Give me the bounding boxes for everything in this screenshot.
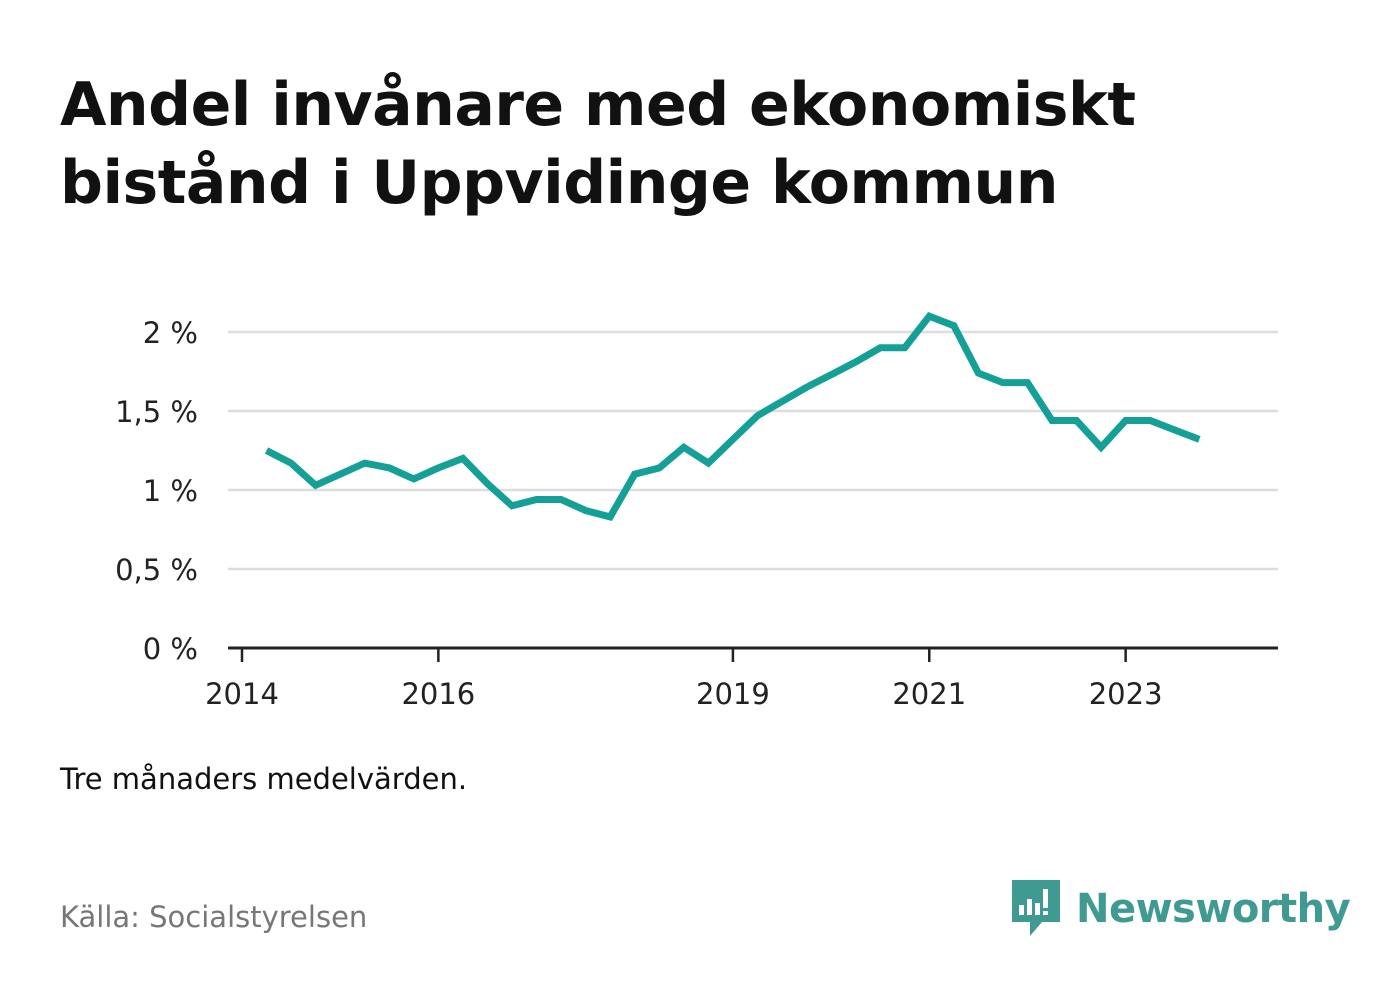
grid-lines	[228, 330, 1278, 571]
brand-logo: Newsworthy	[1010, 878, 1351, 940]
series-line	[264, 311, 1201, 521]
brand-name: Newsworthy	[1076, 886, 1351, 932]
chart-title: Andel invånare med ekonomiskt bistånd i …	[60, 70, 1136, 218]
x-axis-ticks: 2014 2016 2019 2021 2023	[205, 648, 1163, 711]
x-tick-label: 2019	[696, 677, 770, 711]
series-group	[264, 311, 1201, 521]
x-tick-label: 2021	[892, 677, 966, 711]
x-tick-label: 2014	[205, 677, 279, 711]
x-tick-label: 2016	[401, 677, 475, 711]
y-tick-label: 1,5 %	[115, 395, 198, 429]
source-credit: Källa: Socialstyrelsen	[60, 900, 368, 934]
y-tick-label: 1 %	[143, 474, 198, 508]
y-tick-label: 2 %	[143, 316, 198, 350]
x-tick-label: 2023	[1089, 677, 1163, 711]
y-tick-label: 0,5 %	[115, 553, 198, 587]
y-axis-tick-labels: 0 % 0,5 % 1 % 1,5 % 2 %	[115, 316, 198, 666]
chart-note: Tre månaders medelvärden.	[60, 762, 468, 796]
newsworthy-logo-icon	[1012, 880, 1060, 936]
y-tick-label: 0 %	[143, 632, 198, 666]
